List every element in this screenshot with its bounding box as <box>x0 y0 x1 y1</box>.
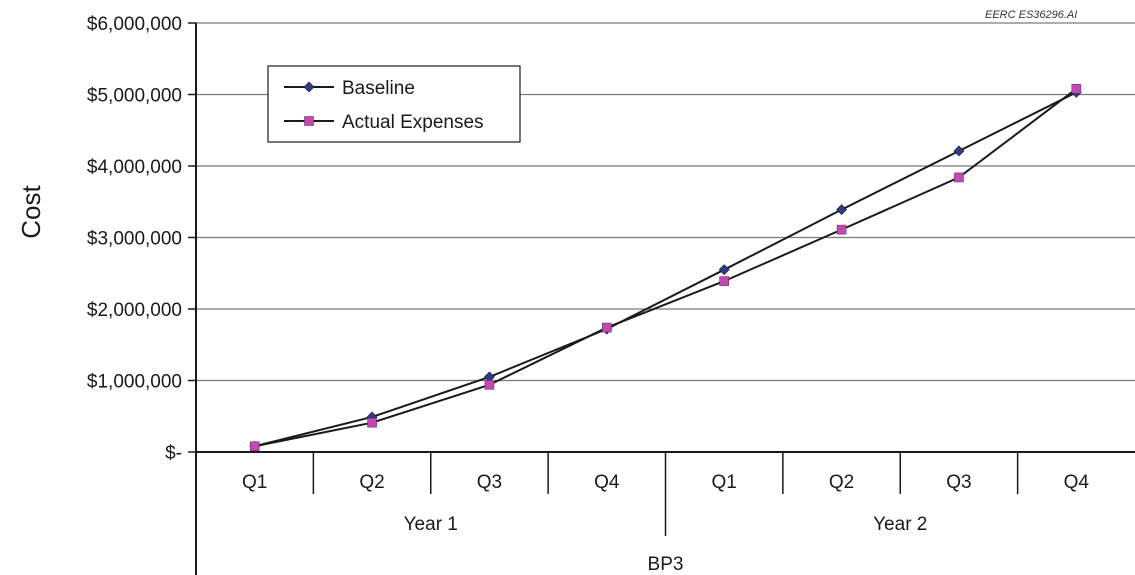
x-tick-label: Q4 <box>1064 472 1090 493</box>
y-tick-labels: $- $1,000,000 $2,000,000 $3,000,000 $4,000,0… <box>87 14 182 464</box>
x-tick-label: Q1 <box>712 472 737 493</box>
data-point-actual-expenses <box>484 379 495 390</box>
data-point-actual-expenses <box>954 172 964 183</box>
y-tick-label: $6,000,000 <box>87 14 182 35</box>
x-tick-label: Q2 <box>829 472 854 493</box>
y-tick-label: $- <box>165 443 182 464</box>
legend-marker-baseline <box>303 81 315 93</box>
group-label: Year 2 <box>873 514 927 535</box>
y-axis-label: Cost <box>16 184 46 238</box>
data-point-baseline <box>953 145 965 157</box>
x-tick-label: Q3 <box>946 472 971 493</box>
legend-label-actual-expenses: Actual Expenses <box>342 112 484 133</box>
axis-layer <box>188 22 1135 575</box>
data-point-actual-expenses <box>249 441 260 452</box>
x-tick-label: Q2 <box>359 472 384 493</box>
x-tick-labels: Q1 Q2 Q3 Q4 Q1 Q2 Q3 Q4 Year 1 Year 2 BP3 <box>242 472 1089 575</box>
x-tick-label: Q1 <box>242 472 267 493</box>
data-point-actual-expenses <box>367 417 377 428</box>
legend-label-baseline: Baseline <box>342 78 415 99</box>
y-tick-label: $3,000,000 <box>87 229 182 250</box>
legend-box <box>267 65 521 143</box>
data-point-actual-expenses <box>602 322 612 333</box>
data-point-actual-expenses <box>1071 83 1082 94</box>
y-tick-label: $5,000,000 <box>87 86 182 107</box>
legend: Baseline Actual Expenses <box>267 65 521 143</box>
series-line-actual-expenses <box>254 87 1077 448</box>
credit-text: EERC ES36296.AI <box>985 9 1077 21</box>
y-tick-label: $1,000,000 <box>87 372 182 393</box>
series-line-baseline <box>254 91 1077 448</box>
data-point-baseline <box>718 264 730 276</box>
outer-group-label: BP3 <box>648 554 684 575</box>
data-point-actual-expenses <box>719 276 729 286</box>
y-tick-label: $2,000,000 <box>87 300 182 321</box>
legend-marker-actual-expenses <box>304 116 314 126</box>
x-tick-label: Q3 <box>477 472 502 493</box>
data-point-baseline <box>836 204 847 216</box>
y-tick-label: $4,000,000 <box>87 157 182 178</box>
data-point-actual-expenses <box>836 224 847 235</box>
series-layer <box>249 83 1082 452</box>
group-label: Year 1 <box>404 514 458 535</box>
x-tick-label: Q4 <box>594 472 620 493</box>
